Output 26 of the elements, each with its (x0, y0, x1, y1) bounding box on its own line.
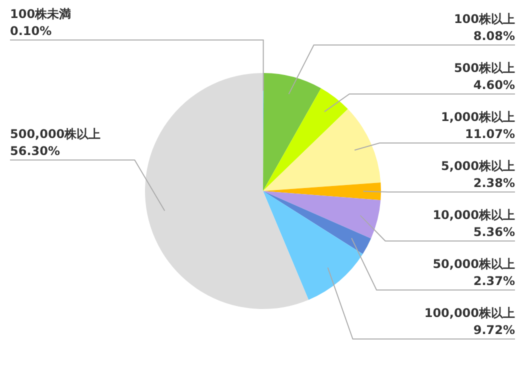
data-label: 8.08% (473, 29, 515, 43)
data-label: 2.37% (473, 274, 515, 288)
data-label: 56.30% (10, 144, 60, 158)
pie-slice (263, 73, 322, 191)
slice-label: 100株未満 (10, 7, 72, 21)
pie-slice (263, 109, 381, 191)
data-label: 2.38% (473, 176, 515, 190)
pie-slice (263, 191, 381, 239)
pie-slice (263, 191, 372, 254)
data-label: 0.10% (10, 24, 52, 38)
slice-label: 50,000株以上 (432, 257, 515, 271)
slice-label: 10,000株以上 (432, 208, 515, 222)
data-label: 5.36% (473, 225, 515, 239)
slice-label: 500,000株以上 (10, 127, 101, 141)
pie-slice (263, 182, 381, 200)
slice-label: 500株以上 (454, 61, 515, 75)
slice-label: 1,000株以上 (441, 110, 515, 124)
pie-slice (263, 191, 363, 300)
data-label: 9.72% (473, 323, 515, 337)
data-label: 11.07% (465, 127, 515, 141)
pie-slice (145, 73, 309, 309)
data-label: 4.60% (473, 78, 515, 92)
slice-label: 100,000株以上 (424, 306, 515, 320)
pie-slice (263, 88, 348, 191)
slice-label: 100株以上 (454, 12, 515, 26)
slice-label: 5,000株以上 (441, 159, 515, 173)
